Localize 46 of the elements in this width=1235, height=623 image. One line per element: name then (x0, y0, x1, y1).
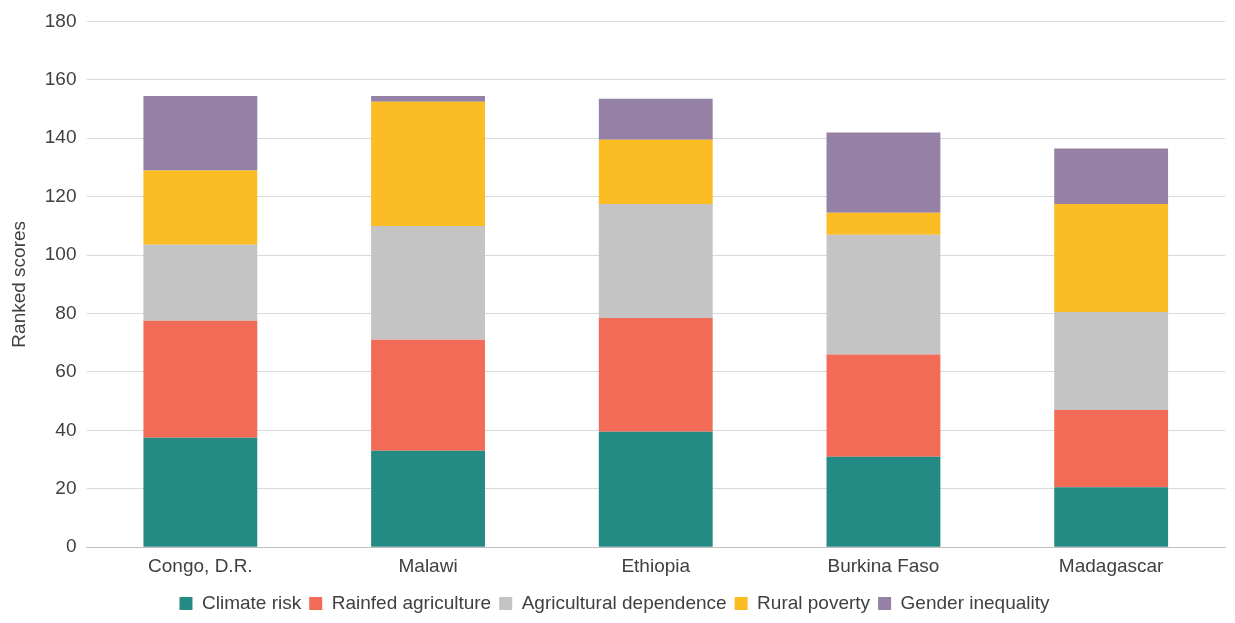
bar (598, 317, 713, 432)
bar (826, 234, 941, 355)
y-tick-label: 120 (44, 184, 77, 206)
x-tick-label: Ethiopia (621, 554, 691, 576)
x-tick-label: Congo, D.R. (148, 554, 253, 576)
legend-label: Climate risk (201, 591, 302, 613)
bar (371, 101, 485, 226)
bar (598, 98, 713, 140)
bar (1054, 148, 1169, 204)
y-tick-label: 0 (65, 535, 77, 557)
bar (826, 354, 941, 457)
bar (598, 203, 713, 318)
legend-label: Rural poverty (757, 591, 871, 613)
bar (826, 132, 941, 213)
bar (1054, 487, 1169, 547)
bar (826, 212, 941, 235)
bar (1054, 409, 1169, 488)
bar (1054, 312, 1169, 410)
bar (143, 244, 258, 321)
bar (371, 339, 485, 451)
bar (143, 95, 258, 171)
bar (143, 320, 258, 438)
y-tick-label: 140 (44, 126, 77, 148)
y-tick-label: 40 (55, 418, 77, 440)
x-tick-label: Malawi (398, 554, 458, 576)
y-axis-title: Ranked scores (7, 220, 29, 348)
y-tick-label: 160 (44, 68, 77, 90)
bar (143, 437, 258, 547)
x-tick-label: Burkina Faso (827, 554, 940, 576)
legend-label: Agricultural dependence (521, 591, 727, 613)
bar (1054, 203, 1169, 313)
bar (371, 225, 485, 340)
bar (598, 431, 713, 547)
y-tick-label: 20 (55, 477, 77, 499)
legend-label: Gender inequality (900, 591, 1051, 613)
y-tick-label: 100 (44, 243, 77, 265)
y-tick-label: 180 (44, 9, 77, 31)
bar (826, 456, 941, 547)
y-tick-label: 80 (55, 301, 77, 323)
y-tick-label: 60 (55, 360, 77, 382)
bar (371, 450, 485, 547)
bar (598, 139, 713, 204)
x-tick-label: Madagascar (1058, 554, 1165, 576)
bar (371, 95, 485, 102)
legend-label: Rainfed agriculture (331, 591, 492, 613)
bar (143, 170, 258, 245)
